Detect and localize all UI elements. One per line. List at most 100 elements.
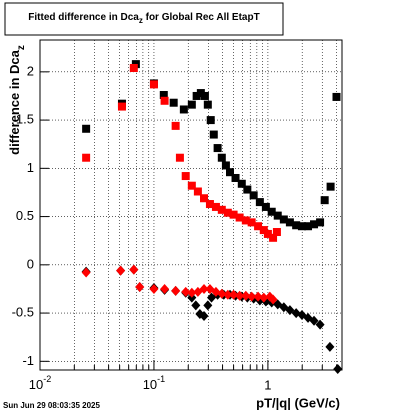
diamond-marker (129, 264, 139, 275)
square-marker (169, 98, 178, 107)
square-marker (259, 226, 268, 235)
square-marker (159, 91, 168, 99)
square-marker (310, 220, 319, 229)
diamond-marker (203, 300, 213, 311)
diamond-marker (241, 290, 251, 301)
y-axis-label: difference in Dcaz (7, 45, 26, 155)
square-marker (320, 196, 329, 205)
square-marker (235, 213, 244, 222)
diamond-marker (325, 341, 335, 352)
square-marker (217, 205, 226, 214)
diamond-marker (217, 288, 227, 299)
diamond-marker (81, 267, 91, 278)
square-marker (205, 200, 214, 209)
square-marker (181, 172, 190, 181)
y-tick-label: 2 (27, 63, 34, 78)
diamond-marker (235, 290, 245, 301)
square-marker (117, 102, 126, 111)
square-marker (187, 100, 196, 109)
y-tick-label: 1.5 (16, 112, 34, 127)
x-tick-label: 10-2 (29, 374, 51, 392)
square-marker (203, 100, 212, 109)
diamond-marker (149, 283, 159, 294)
y-label-part: difference in Dca (7, 49, 22, 155)
square-marker (255, 198, 264, 207)
square-marker (304, 222, 313, 231)
square-marker (82, 153, 91, 162)
diamond-marker (135, 282, 145, 293)
diamond-marker (333, 364, 343, 375)
square-marker (187, 181, 196, 190)
square-marker (223, 208, 232, 217)
square-marker (175, 153, 184, 162)
square-marker (211, 202, 220, 211)
square-marker (241, 216, 250, 225)
diamond-marker (229, 289, 239, 300)
square-marker (193, 187, 202, 196)
square-marker (247, 218, 256, 227)
square-marker (332, 92, 341, 101)
square-marker (269, 233, 278, 242)
square-marker (254, 222, 263, 231)
square-marker (263, 229, 272, 238)
square-marker (200, 91, 209, 100)
diamond-marker (315, 319, 325, 330)
square-marker (231, 173, 240, 182)
square-marker (243, 185, 252, 194)
title-part: Fitted difference in Dca (28, 12, 139, 23)
square-marker (179, 105, 188, 114)
square-marker (160, 96, 169, 105)
diamond-marker (191, 300, 201, 311)
square-marker (209, 130, 218, 139)
square-marker (326, 182, 335, 191)
diamond-marker (199, 310, 209, 321)
x-axis-label: pT/|q| (GeV/c) (256, 395, 340, 410)
square-marker (297, 222, 306, 231)
y-tick-label: 1 (27, 160, 34, 175)
square-marker (261, 202, 270, 211)
chart-title: Fitted difference in Dcaz for Global Rec… (28, 12, 259, 25)
y-tick-label: -0.5 (12, 305, 34, 320)
square-marker (129, 63, 138, 72)
x-tick-label: 10-1 (143, 374, 165, 392)
diamond-marker (309, 315, 319, 326)
square-marker (272, 228, 281, 237)
square-marker (192, 91, 201, 100)
title-part: z (139, 16, 143, 25)
diamond-marker (187, 287, 197, 298)
diamond-marker (160, 283, 170, 294)
diamond-marker (171, 285, 181, 296)
square-marker (237, 179, 246, 188)
square-marker (292, 221, 301, 230)
square-marker (171, 121, 180, 130)
square-marker (217, 153, 226, 162)
y-tick-label: -1 (22, 353, 34, 368)
y-tick-label: 0.5 (16, 208, 34, 223)
square-marker (196, 89, 205, 98)
y-label-part: z (16, 45, 27, 50)
diamond-marker (259, 292, 269, 303)
diamond-marker (253, 291, 263, 302)
square-marker (279, 215, 288, 224)
square-marker (229, 210, 238, 219)
square-marker (285, 218, 294, 227)
square-marker (249, 191, 258, 200)
square-marker (226, 168, 235, 177)
diamond-marker (116, 265, 126, 276)
square-marker (149, 80, 158, 89)
square-marker (200, 194, 209, 203)
diamond-marker (247, 291, 257, 302)
diamond-marker (199, 283, 209, 294)
diamond-marker (223, 289, 233, 300)
square-marker (206, 116, 215, 125)
footer: Sun Jun 29 08:03:35 2025 (3, 401, 100, 410)
title-box (4, 2, 284, 36)
square-marker (273, 211, 282, 220)
square-marker (213, 144, 222, 153)
diamond-marker (181, 286, 191, 297)
title-part: for Global Rec All EtapT (143, 12, 260, 23)
square-marker (267, 207, 276, 216)
square-marker (221, 161, 230, 170)
